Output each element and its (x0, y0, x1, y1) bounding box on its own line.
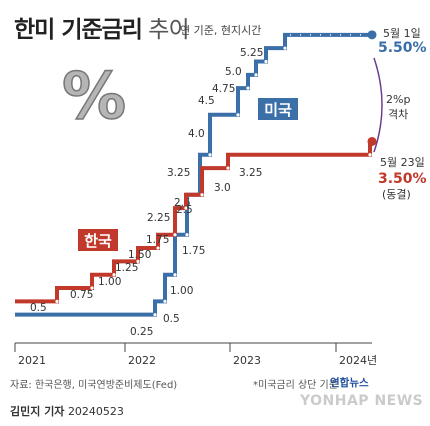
usa-value-label: 4.0 (188, 128, 205, 140)
gap-bracket (373, 57, 383, 153)
usa-date-label: 5월 1일 (383, 26, 421, 40)
gap-caption: 격차 (388, 108, 408, 121)
korea-value-label: 2.5 (176, 204, 193, 216)
korea-value-label: 0.75 (70, 289, 93, 301)
usa-value-label: 1.75 (182, 245, 205, 257)
usa-step-point (264, 59, 268, 64)
korea-value-label: 3.0 (214, 182, 231, 194)
x-tick-label: 2022 (128, 354, 156, 367)
usa-value-label: 0.25 (130, 326, 153, 338)
usa-step-point (153, 313, 157, 317)
x-tick-label: 2023 (233, 354, 261, 367)
usa-value-label: 4.5 (198, 95, 215, 107)
korea-step-point (368, 153, 372, 157)
usa-value-label: 5.25 (240, 47, 263, 59)
usa-step-point (208, 153, 212, 157)
korea-step-point (184, 206, 188, 210)
usa-step-point (163, 299, 167, 303)
korea-value-label: 1.25 (115, 262, 138, 274)
korea-rate-line (15, 139, 372, 304)
usa-value-label: 3.25 (167, 167, 190, 179)
source-note: 자료: 한국은행, 미국연방준비제도(Fed) (10, 380, 178, 391)
usa-step-point (236, 113, 240, 117)
usa-step-point (185, 233, 189, 237)
footnote: *미국금리 상단 기준 (253, 380, 338, 391)
usa-step-point (254, 73, 258, 77)
korea-step-point (112, 273, 116, 277)
korea-step-point (200, 193, 204, 197)
korea-value-label: 1.00 (98, 276, 121, 288)
percent-glyph-icon: % (62, 60, 126, 134)
korea-step-point (55, 299, 59, 303)
korea-value-label: 0.5 (30, 302, 47, 314)
korea-step-point (136, 259, 140, 263)
korea-name-box (78, 229, 118, 251)
byline: 김민지 기자 20240523 (10, 405, 124, 418)
usa-name-label: 미국 (264, 101, 292, 119)
usa-name-box (258, 98, 298, 120)
usa-step-point (173, 273, 177, 277)
korea-step-point (90, 286, 94, 290)
korea-final-value: 3.50% (378, 171, 427, 187)
usa-value-label: 0.5 (163, 313, 180, 325)
korea-value-label: 2.25 (147, 212, 170, 224)
korea-value-label: 1.50 (128, 249, 151, 261)
korea-step-point (226, 166, 230, 170)
usa-value-label: 4.75 (212, 83, 235, 95)
gap-value: 2%p (386, 93, 410, 106)
korea-value-label: 1.75 (146, 234, 169, 246)
korea-step-point (173, 233, 177, 237)
usa-step-point (246, 86, 250, 90)
usa-final-value: 5.50% (378, 40, 427, 56)
korea-name-label: 한국 (84, 232, 112, 250)
korea-value-label: 3.25 (239, 167, 262, 179)
x-tick-label: 2024년 (339, 354, 377, 367)
x-tick-label: 2021 (18, 354, 46, 367)
usa-rate-line (15, 32, 372, 317)
agency-logo: 연합뉴스 (330, 377, 369, 389)
usa-value-label: 5.0 (225, 66, 242, 78)
korea-end-marker (367, 136, 377, 146)
usa-step-point (283, 46, 287, 50)
korea-status-label: (동결) (382, 188, 411, 201)
usa-end-marker (367, 30, 377, 40)
watermark: YONHAP NEWS (300, 393, 424, 409)
korea-date-label: 5월 23일 (380, 155, 425, 169)
page-title: 한미 기준금리 추이 (14, 17, 190, 43)
korea-step-point (156, 246, 160, 250)
usa-value-label: 1.00 (170, 285, 193, 297)
subtitle: 연 기준, 현지시간 (180, 24, 262, 37)
